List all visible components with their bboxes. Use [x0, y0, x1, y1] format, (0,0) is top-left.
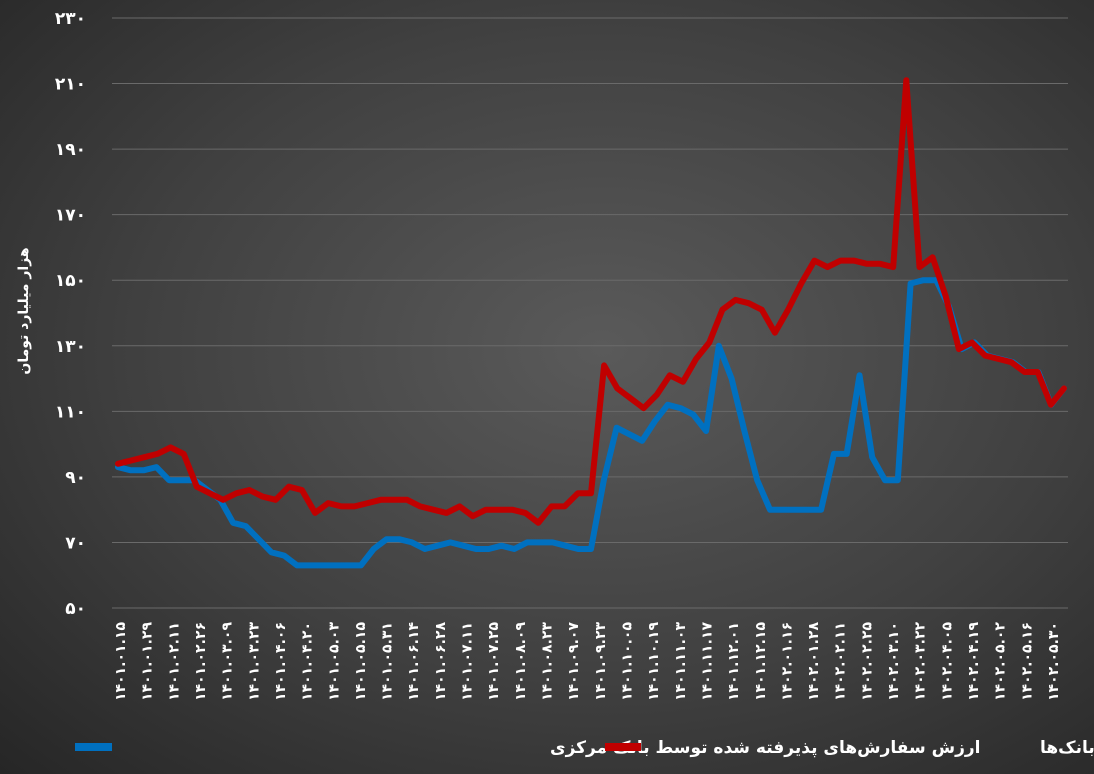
x-tick-label: ۱۴۰۲.۰۲.۲۵ [859, 622, 875, 701]
x-axis-ticks: ۱۴۰۱.۰۱.۱۵ ۱۴۰۱.۰۱.۲۹ ۱۴۰۱.۰۲.۱۱ ۱۴۰۱.۰۲.۲۶… [113, 622, 1062, 701]
x-tick-label: ۱۴۰۱.۰۷.۱۱ [460, 622, 476, 701]
series-lines [115, 77, 1067, 569]
x-tick-label: ۱۴۰۱.۰۳.۰۹ [220, 622, 236, 701]
x-tick-label: ۱۴۰۱.۰۱.۱۵ [113, 622, 129, 701]
x-tick-label: ۱۴۰۱.۰۳.۲۳ [246, 622, 262, 701]
y-tick-label: ۱۳۰ [55, 337, 86, 357]
x-tick-label: ۱۴۰۱.۰۶.۲۸ [433, 622, 449, 701]
x-tick-label: ۱۴۰۲.۰۴.۰۵ [939, 622, 955, 701]
y-tick-label: ۱۵۰ [55, 271, 86, 291]
y-tick-label: ۷۰ [65, 533, 86, 553]
x-tick-label: ۱۴۰۲.۰۵.۰۲ [993, 622, 1009, 701]
x-tick-label: ۱۴۰۲.۰۵.۳۰ [1046, 622, 1062, 701]
y-tick-label: ۵۰ [65, 599, 86, 619]
x-tick-label: ۱۴۰۱.۱۰.۱۹ [646, 622, 662, 701]
series-line-accepted [115, 277, 1067, 569]
x-tick-label: ۱۴۰۲.۰۱.۱۶ [779, 622, 795, 701]
x-tick-label: ۱۴۰۲.۰۴.۱۹ [966, 622, 982, 701]
x-tick-label: ۱۴۰۲.۰۳.۲۲ [913, 622, 929, 701]
x-tick-label: ۱۴۰۱.۱۱.۱۷ [699, 622, 715, 701]
x-tick-label: ۱۴۰۱.۰۵.۰۳ [326, 622, 342, 701]
x-tick-label: ۱۴۰۱.۱۲.۱۵ [753, 622, 769, 701]
x-tick-label: ۱۴۰۱.۰۲.۲۶ [193, 622, 209, 701]
x-tick-label: ۱۴۰۲.۰۳.۱۰ [886, 622, 902, 701]
x-tick-label: ۱۴۰۱.۰۴.۰۶ [273, 622, 289, 701]
y-tick-label: ۹۰ [65, 468, 86, 488]
x-tick-label: ۱۴۰۱.۰۹.۲۳ [593, 622, 609, 701]
x-tick-label: ۱۴۰۱.۰۵.۱۵ [353, 622, 369, 701]
x-tick-label: ۱۴۰۱.۰۴.۲۰ [300, 622, 316, 701]
x-tick-label: ۱۴۰۱.۱۱.۰۳ [673, 622, 689, 701]
y-tick-label: ۱۱۰ [55, 402, 86, 422]
y-tick-label: ۱۷۰ [55, 206, 86, 226]
gridlines [112, 17, 1068, 609]
x-tick-label: ۱۴۰۱.۰۶.۱۴ [406, 622, 422, 701]
y-tick-label: ۲۳۰ [55, 9, 86, 29]
x-tick-label: ۱۴۰۲.۰۲.۱۱ [833, 622, 849, 701]
y-axis-ticks: ۵۰ ۷۰ ۹۰ ۱۱۰ ۱۳۰ ۱۵۰ ۱۷۰ ۱۹۰ ۲۱۰ ۲۳۰ [55, 9, 86, 619]
x-tick-label: ۱۴۰۱.۱۰.۰۵ [619, 622, 635, 701]
x-tick-label: ۱۴۰۲.۰۵.۱۶ [1019, 622, 1035, 701]
legend-label-accepted: ارزش سفارش‌های پذیرفته شده توسط بانک مرک… [550, 738, 980, 758]
x-tick-label: ۱۴۰۱.۰۷.۲۵ [486, 622, 502, 701]
x-tick-label: ۱۴۰۱.۰۵.۳۱ [380, 622, 396, 701]
x-tick-label: ۱۴۰۲.۰۱.۲۸ [806, 622, 822, 701]
series-line-sent [115, 77, 1067, 526]
x-tick-label: ۱۴۰۱.۰۱.۲۹ [140, 622, 156, 701]
y-tick-label: ۱۹۰ [55, 140, 86, 160]
legend-label-sent: ارزش سفارش‌های ارسال شده توسط بانک‌ها [1040, 738, 1094, 758]
x-tick-label: ۱۴۰۱.۱۲.۰۱ [726, 622, 742, 701]
legend: ارزش سفارش‌های پذیرفته شده توسط بانک مرک… [75, 738, 1094, 758]
x-tick-label: ۱۴۰۱.۰۸.۰۹ [513, 622, 529, 701]
y-axis-label: هزار میلیارد تومان [16, 247, 32, 374]
x-tick-label: ۱۴۰۱.۰۹.۰۷ [566, 622, 582, 701]
x-tick-label: ۱۴۰۱.۰۲.۱۱ [166, 622, 182, 701]
x-tick-label: ۱۴۰۱.۰۸.۲۳ [540, 622, 556, 701]
y-tick-label: ۲۱۰ [55, 75, 86, 95]
